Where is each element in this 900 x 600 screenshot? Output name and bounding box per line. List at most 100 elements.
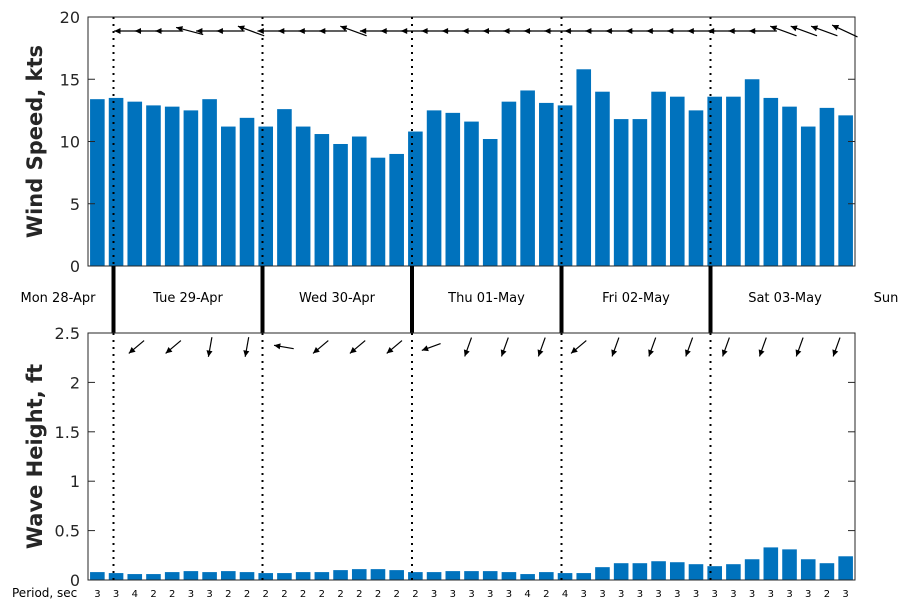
direction-arrowhead <box>134 28 141 34</box>
direction-arrowhead <box>707 28 715 34</box>
wave-bar <box>146 574 161 580</box>
period-value: 2 <box>300 589 306 600</box>
wind-bar <box>688 110 704 267</box>
wind-bar <box>108 97 124 266</box>
period-value: 3 <box>94 589 100 600</box>
wind-bar <box>389 153 404 266</box>
period-value: 3 <box>749 589 755 600</box>
wind-bar <box>669 96 685 267</box>
direction-arrowhead <box>832 25 840 31</box>
wind-bar <box>314 134 330 266</box>
y-tick-label: 0 <box>70 571 80 590</box>
period-value: 2 <box>319 589 325 600</box>
period-value: 2 <box>394 589 400 600</box>
wave-height-panel: 0 0.5 1 1.5 2 2.5 Wave Height, ft 3 3 4 2 2 3 3 2 2 2 2 2 2… <box>23 324 856 600</box>
direction-arrowhead <box>611 349 618 357</box>
period-value: 3 <box>487 589 493 600</box>
direction-arrowhead <box>216 28 223 34</box>
wind-bar <box>221 126 236 266</box>
direction-arrowhead <box>176 26 183 32</box>
direction-arrowhead <box>811 25 819 32</box>
day-label: Fri 02-May <box>602 291 670 306</box>
direction-arrowhead <box>165 347 173 354</box>
wind-bar <box>595 91 610 266</box>
wave-bar <box>408 572 423 580</box>
wave-bar <box>688 564 704 580</box>
period-value: 3 <box>786 589 792 600</box>
direction-arrowhead <box>748 28 756 34</box>
period-value: 3 <box>506 589 512 600</box>
wave-bar <box>707 566 722 580</box>
direction-arrowhead <box>421 345 429 352</box>
period-value: 4 <box>132 589 138 600</box>
direction-arrowhead <box>319 28 326 34</box>
wave-height-axis-label: Wave Height, ft <box>23 364 47 549</box>
direction-arrowhead <box>313 347 320 354</box>
wave-bar <box>800 559 816 580</box>
wind-bar <box>164 106 180 266</box>
direction-arrowhead <box>463 349 470 357</box>
period-value: 3 <box>655 589 661 600</box>
wind-bar <box>202 99 217 266</box>
axes-box <box>87 332 856 581</box>
period-value: 3 <box>450 589 456 600</box>
wave-bar <box>389 570 404 580</box>
wind-bar <box>258 126 274 266</box>
direction-arrowhead <box>359 28 367 34</box>
direction-arrowhead <box>380 28 387 34</box>
wind-bar <box>183 110 199 267</box>
wave-bar <box>763 547 779 580</box>
direction-arrowhead <box>758 349 765 357</box>
period-value: 3 <box>730 589 736 600</box>
wind-bar <box>744 79 760 266</box>
wave-bar <box>183 571 199 580</box>
y-tick-label: 15 <box>60 70 80 89</box>
direction-arrowhead <box>128 347 136 354</box>
direction-arrowhead <box>585 28 592 34</box>
direction-arrowhead <box>482 28 489 34</box>
period-value: 3 <box>618 589 624 600</box>
wind-speed-axis-label: Wind Speed, kts <box>23 45 47 238</box>
y-tick-label: 1 <box>70 472 80 491</box>
period-value: 2 <box>150 589 156 600</box>
y-tick-label: 2.5 <box>55 324 80 343</box>
direction-arrowhead <box>795 349 802 357</box>
wind-bar <box>838 115 853 266</box>
wind-bar <box>819 107 835 266</box>
wind-bar <box>482 139 498 266</box>
wind-bar <box>90 99 105 266</box>
wind-bar <box>501 101 517 266</box>
direction-arrowhead <box>770 25 778 32</box>
period-value: 3 <box>206 589 212 600</box>
period-value: 3 <box>693 589 699 600</box>
y-tick-label: 2 <box>70 373 80 392</box>
period-value: 2 <box>356 589 362 600</box>
direction-arrowhead <box>278 28 285 34</box>
wave-bar <box>501 572 517 580</box>
direction-arrowhead <box>728 28 735 34</box>
direction-arrowhead <box>503 28 510 34</box>
direction-arrowhead <box>243 350 250 357</box>
direction-arrowhead <box>257 28 264 34</box>
y-tick-label: 20 <box>60 8 80 27</box>
wind-bar <box>707 96 722 267</box>
direction-arrowhead <box>544 28 551 34</box>
period-value: 3 <box>468 589 474 600</box>
day-label: Wed 30-Apr <box>299 291 376 306</box>
direction-arrowhead <box>626 28 633 34</box>
direction-arrowhead <box>400 28 408 34</box>
wind-bar <box>445 112 461 267</box>
wind-bar <box>800 126 816 266</box>
day-strip: Mon 28-Apr Tue 29-Apr Wed 30-Apr Thu 01-May… <box>21 266 898 333</box>
period-value: 3 <box>581 589 587 600</box>
wave-bar <box>127 574 143 580</box>
period-value: 3 <box>805 589 811 600</box>
direction-arrowhead <box>605 28 612 34</box>
period-value: 3 <box>712 589 718 600</box>
direction-arrowhead <box>421 28 428 34</box>
direction-arrowhead <box>667 28 674 34</box>
wave-bar <box>613 563 629 580</box>
direction-arrowhead <box>500 349 507 357</box>
wind-bar <box>464 121 479 266</box>
